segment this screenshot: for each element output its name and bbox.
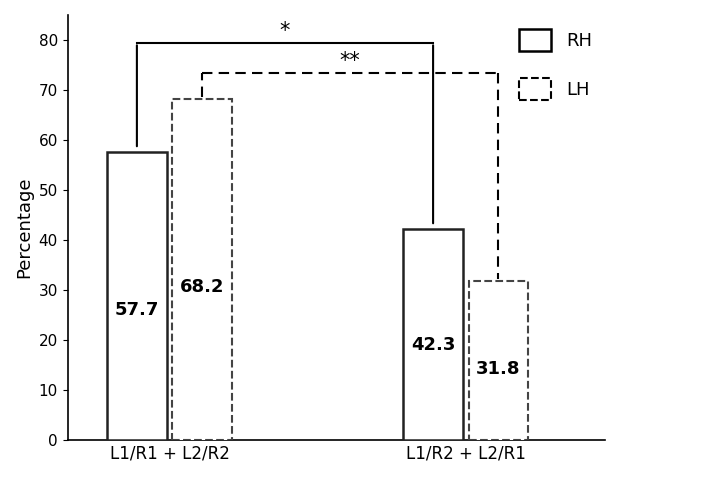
Bar (403, 228, 463, 440)
Text: **: ** (340, 51, 360, 71)
Text: 42.3: 42.3 (411, 336, 455, 354)
Text: *: * (279, 21, 290, 41)
Bar (107, 152, 167, 440)
Text: 68.2: 68.2 (180, 278, 225, 295)
Text: 57.7: 57.7 (115, 301, 159, 319)
Bar (469, 281, 528, 440)
Y-axis label: Percentage: Percentage (15, 177, 33, 278)
Bar (172, 99, 232, 440)
Legend: RH, LH: RH, LH (510, 20, 601, 109)
Text: 31.8: 31.8 (476, 359, 520, 378)
